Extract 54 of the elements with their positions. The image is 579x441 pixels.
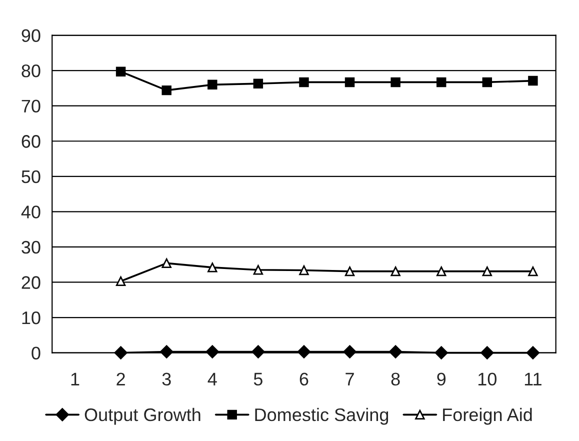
x-tick-label: 1 [71, 372, 80, 386]
x-tick-label: 8 [391, 372, 400, 386]
legend-label: Domestic Saving [255, 408, 388, 425]
x-tick-label: 2 [116, 372, 125, 386]
y-tick-label: 30 [22, 240, 40, 254]
legend-label: Foreign Aid [443, 408, 532, 425]
point [390, 77, 400, 88]
x-tick-label: 7 [346, 372, 354, 386]
point [344, 77, 355, 88]
point [160, 345, 174, 358]
x-tick-label: 9 [437, 372, 446, 386]
point [436, 266, 446, 276]
y-tick-label: 70 [22, 100, 40, 113]
point [343, 345, 356, 358]
legend-label: Output Growth [84, 408, 200, 425]
point [253, 78, 264, 88]
point [344, 266, 355, 276]
point [434, 346, 448, 360]
point [528, 266, 538, 276]
point [480, 346, 494, 360]
point [390, 266, 400, 276]
point [528, 76, 538, 86]
y-tick-label: 90 [22, 29, 40, 42]
point [116, 276, 126, 286]
x-tick-label: 10 [478, 372, 496, 386]
point [206, 345, 219, 358]
point [299, 265, 309, 276]
y-tick-label: 50 [22, 170, 40, 184]
x-tick-label: 3 [162, 372, 171, 386]
point [208, 262, 218, 272]
x-tick-label: 5 [254, 372, 262, 386]
x-tick-label: 11 [524, 372, 542, 386]
point [482, 266, 492, 276]
point [388, 345, 402, 358]
point [436, 77, 446, 88]
y-tick-label: 60 [22, 135, 40, 148]
x-tick-label: 6 [300, 372, 308, 386]
y-tick-label: 80 [22, 64, 40, 78]
y-tick-label: 10 [22, 311, 40, 324]
y-tick-label: 40 [21, 206, 40, 218]
point [482, 77, 492, 88]
point [162, 258, 172, 268]
x-tick-label: 4 [208, 372, 217, 386]
y-tick-label: 20 [22, 276, 40, 289]
point [116, 66, 126, 76]
point [297, 345, 311, 358]
point [252, 345, 265, 358]
point [526, 346, 540, 360]
point [253, 265, 264, 275]
point [114, 346, 128, 360]
point [162, 85, 172, 96]
point [208, 80, 218, 90]
y-tick-label: 0 [32, 346, 40, 360]
point [299, 77, 309, 88]
